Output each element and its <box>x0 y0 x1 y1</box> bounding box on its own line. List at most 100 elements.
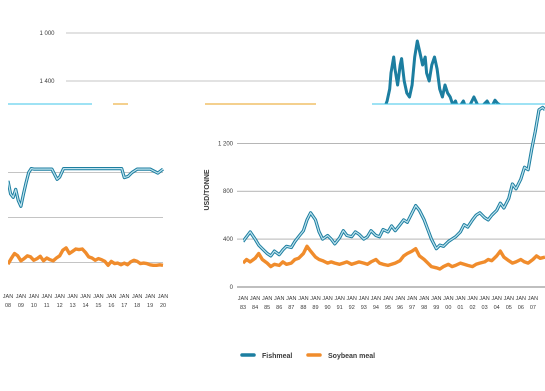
main-x-tick-year: 85 <box>264 305 270 311</box>
left-x-tick-month: JAN <box>93 294 103 300</box>
left-x-tick-year: 14 <box>82 303 88 309</box>
main-x-tick-year: 94 <box>373 305 379 311</box>
legend: Fishmeal Soybean meal <box>240 353 375 360</box>
main-x-tick-year: 89 <box>312 305 318 311</box>
left-x-tick-year: 09 <box>18 303 24 309</box>
left-x-tick-year: 20 <box>160 303 166 309</box>
main-x-tick-month: JAN <box>419 296 429 302</box>
main-x-tick-year: 01 <box>457 305 463 311</box>
left-x-tick-year: 18 <box>134 303 140 309</box>
main-x-tick-year: 92 <box>349 305 355 311</box>
left-x-tick-year: 11 <box>44 303 50 309</box>
main-x-tick-year: 98 <box>421 305 427 311</box>
left-x-tick-year: 10 <box>31 303 37 309</box>
top-y-tick-label: 1 400 <box>39 79 55 85</box>
main-x-tick-year: 02 <box>469 305 475 311</box>
main-x-tick-month: JAN <box>528 296 538 302</box>
legend-label-soybean-meal: Soybean meal <box>328 353 375 360</box>
left-x-tick-month: JAN <box>29 294 39 300</box>
left-x-tick-year: 16 <box>108 303 114 309</box>
left-soybean-meal-line <box>8 246 164 267</box>
main-x-tick-year: 93 <box>361 305 367 311</box>
left-series-clip <box>8 167 164 267</box>
main-x-tick-month: JAN <box>334 296 344 302</box>
main-x-tick-month: JAN <box>431 296 441 302</box>
left-x-tick-year: 12 <box>57 303 63 309</box>
main-x-tick-month: JAN <box>262 296 272 302</box>
main-x-tick-year: 05 <box>506 305 512 311</box>
main-x-tick-year: 06 <box>518 305 524 311</box>
main-y-tick-label: 0 <box>230 285 234 291</box>
main-fishmeal-line-highlight <box>243 106 545 257</box>
main-x-tick-month: JAN <box>286 296 296 302</box>
main-x-tick-month: JAN <box>347 296 357 302</box>
main-x-tick-year: 97 <box>409 305 415 311</box>
main-x-tick-year: 83 <box>240 305 246 311</box>
top-series-clip <box>384 39 502 104</box>
legend-label-fishmeal: Fishmeal <box>262 353 292 360</box>
main-x-tick-month: JAN <box>310 296 320 302</box>
main-x-tick-year: 04 <box>494 305 500 311</box>
main-x-tick-month: JAN <box>238 296 248 302</box>
left-x-tick-year: 17 <box>121 303 127 309</box>
main-x-tick-month: JAN <box>383 296 393 302</box>
left-x-tick-month: JAN <box>158 294 168 300</box>
main-x-tick-month: JAN <box>516 296 526 302</box>
main-x-tick-month: JAN <box>395 296 405 302</box>
main-soybean-meal-line <box>243 244 545 271</box>
left-x-tick-month: JAN <box>16 294 26 300</box>
left-x-tick-month: JAN <box>54 294 64 300</box>
y-axis-title: USD/TONNE <box>204 169 211 210</box>
main-x-tick-year: 99 <box>433 305 439 311</box>
main-x-tick-year: 88 <box>300 305 306 311</box>
left-x-tick-month: JAN <box>119 294 129 300</box>
left-x-tick-month: JAN <box>106 294 116 300</box>
left-x-tick-month: JAN <box>42 294 52 300</box>
left-x-tick-month: JAN <box>3 294 13 300</box>
main-y-tick-label: 1 200 <box>218 141 234 147</box>
main-x-tick-month: JAN <box>455 296 465 302</box>
main-x-tick-month: JAN <box>322 296 332 302</box>
main-x-tick-month: JAN <box>250 296 260 302</box>
left-inset: JAN 08 JAN 09 JAN 10 JAN 11 JAN 12 JAN 13 JAN 14 JAN 15… <box>3 167 168 309</box>
main-x-tick-year: 03 <box>482 305 488 311</box>
main-x-tick-month: JAN <box>274 296 284 302</box>
main-x-tick-year: 87 <box>288 305 294 311</box>
main-x-tick-year: 90 <box>324 305 330 311</box>
left-x-tick-year: 08 <box>5 303 11 309</box>
main-x-tick-month: JAN <box>359 296 369 302</box>
main-x-tick-year: 84 <box>252 305 258 311</box>
main-x-tick-month: JAN <box>407 296 417 302</box>
left-x-tick-month: JAN <box>132 294 142 300</box>
main-x-tick-year: 07 <box>530 305 536 311</box>
left-x-tick-month: JAN <box>67 294 77 300</box>
left-x-tick-year: 13 <box>70 303 76 309</box>
top-inset: 1 000 1 400 <box>39 31 545 104</box>
main-x-tick-month: JAN <box>504 296 514 302</box>
main-x-tick-year: 86 <box>276 305 282 311</box>
main-x-tick-month: JAN <box>298 296 308 302</box>
main-y-tick-label: 800 <box>223 189 234 195</box>
main-series-clip <box>243 105 545 271</box>
main-x-tick-month: JAN <box>371 296 381 302</box>
top-fishmeal-line <box>384 39 502 104</box>
main-x-tick-year: 96 <box>397 305 403 311</box>
top-y-tick-label: 1 000 <box>39 31 55 37</box>
left-x-tick-month: JAN <box>145 294 155 300</box>
left-x-tick-month: JAN <box>80 294 90 300</box>
main-x-tick-month: JAN <box>443 296 453 302</box>
main-x-tick-month: JAN <box>467 296 477 302</box>
main-x-tick-year: 00 <box>445 305 451 311</box>
main-x-tick-month: JAN <box>491 296 501 302</box>
left-x-tick-year: 19 <box>147 303 153 309</box>
main-x-tick-year: 91 <box>337 305 343 311</box>
main-x-tick-month: JAN <box>479 296 489 302</box>
left-x-tick-year: 15 <box>95 303 101 309</box>
left-fishmeal-line-highlight <box>8 168 164 207</box>
main-x-tick-year: 95 <box>385 305 391 311</box>
main-y-tick-label: 400 <box>223 237 234 243</box>
